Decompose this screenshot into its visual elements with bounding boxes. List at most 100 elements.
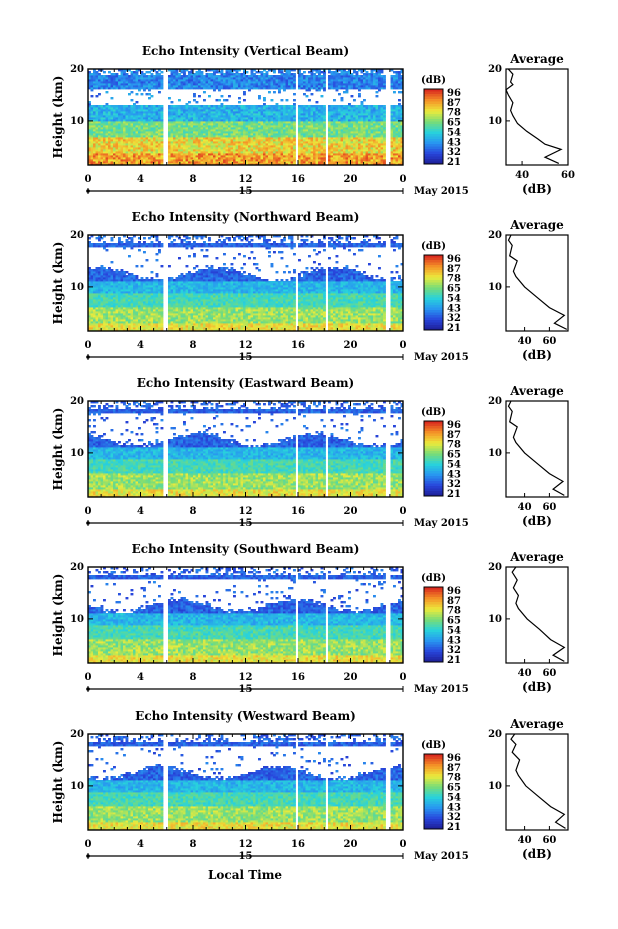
- colorbar-tick-label: 21: [447, 323, 461, 334]
- height-tick-label: 10: [70, 614, 84, 625]
- day-label: 15: [239, 186, 253, 197]
- time-tick-label: 0: [85, 506, 92, 517]
- time-tick-label: 12: [239, 340, 253, 351]
- time-tick-label: 0: [400, 340, 407, 351]
- colorbar-unit: (dB): [421, 75, 446, 86]
- average-frame: [505, 400, 569, 498]
- height-tick-label: 10: [70, 282, 84, 293]
- colorbar: [423, 753, 444, 830]
- colorbar-tick-label: 96: [447, 586, 461, 597]
- height-tick-label: 10: [70, 448, 84, 459]
- average-profile-line: [510, 733, 566, 829]
- colorbar-tick-label: 21: [447, 655, 461, 666]
- average-x-tick: 60: [542, 502, 556, 513]
- average-x-tick: 40: [515, 170, 529, 181]
- colorbar-tick-label: 54: [447, 625, 461, 636]
- height-axis-label: Height (km): [51, 76, 65, 159]
- average-x-label: (dB): [522, 514, 552, 528]
- month-label: May 2015: [414, 518, 469, 529]
- time-tick-label: 0: [400, 839, 407, 850]
- colorbar-tick-label: 87: [447, 763, 461, 774]
- average-x-tick: 40: [518, 668, 532, 679]
- colorbar-tick-label: 65: [447, 450, 461, 461]
- colorbar: [423, 586, 444, 663]
- colorbar-unit: (dB): [421, 241, 446, 252]
- time-tick-label: 0: [85, 839, 92, 850]
- average-height-tick: 20: [488, 396, 502, 407]
- day-label: 15: [239, 352, 253, 363]
- time-tick-label: 12: [239, 672, 253, 683]
- colorbar-tick-label: 87: [447, 98, 461, 109]
- heatmap-cells: [88, 567, 404, 664]
- time-tick-label: 4: [137, 340, 144, 351]
- height-axis-label: Height (km): [51, 741, 65, 824]
- time-tick-label: 16: [291, 672, 305, 683]
- average-height-tick: 20: [488, 729, 502, 740]
- time-tick-label: 4: [137, 174, 144, 185]
- colorbar-tick-label: 96: [447, 753, 461, 764]
- colorbar-tick-label: 87: [447, 264, 461, 275]
- average-x-label: (dB): [522, 680, 552, 694]
- average-x-tick: 60: [561, 170, 575, 181]
- time-tick-label: 20: [344, 839, 358, 850]
- time-tick-label: 8: [190, 506, 197, 517]
- average-title: Average: [509, 218, 564, 232]
- height-tick-label: 20: [70, 230, 84, 241]
- beam-panel: Echo Intensity (Northward Beam) Height (k…: [51, 210, 569, 363]
- colorbar-tick-label: 43: [447, 303, 461, 314]
- time-tick-label: 16: [291, 839, 305, 850]
- average-title: Average: [509, 550, 564, 564]
- colorbar-tick-label: 78: [447, 108, 461, 119]
- day-label: 15: [239, 518, 253, 529]
- average-x-tick: 40: [518, 502, 532, 513]
- time-tick-label: 8: [190, 340, 197, 351]
- average-height-tick: 20: [488, 562, 502, 573]
- average-title: Average: [509, 52, 564, 66]
- average-x-label: (dB): [522, 847, 552, 861]
- month-label: May 2015: [414, 186, 469, 197]
- height-axis-label: Height (km): [51, 242, 65, 325]
- colorbar-tick-label: 78: [447, 440, 461, 451]
- time-tick-label: 12: [239, 839, 253, 850]
- time-tick-label: 12: [239, 174, 253, 185]
- time-tick-label: 0: [400, 506, 407, 517]
- average-frame: [505, 68, 569, 166]
- panel-title: Echo Intensity (Southward Beam): [132, 542, 360, 556]
- colorbar-tick-label: 32: [447, 479, 461, 490]
- colorbar-tick-label: 54: [447, 127, 461, 138]
- time-tick-label: 16: [291, 340, 305, 351]
- panel-title: Echo Intensity (Northward Beam): [132, 210, 360, 224]
- colorbar: [423, 254, 444, 331]
- beam-panel: Echo Intensity (Eastward Beam) Height (km…: [51, 376, 569, 529]
- average-x-tick: 60: [542, 336, 556, 347]
- time-tick-label: 4: [137, 506, 144, 517]
- height-tick-label: 10: [70, 116, 84, 127]
- colorbar-tick-label: 43: [447, 137, 461, 148]
- colorbar-unit: (dB): [421, 407, 446, 418]
- colorbar-tick-label: 65: [447, 118, 461, 129]
- beam-panel: Echo Intensity (Vertical Beam) Height (km…: [51, 44, 575, 197]
- average-profile-line: [505, 68, 563, 164]
- height-tick-label: 20: [70, 562, 84, 573]
- average-height-tick: 10: [488, 448, 502, 459]
- height-tick-label: 10: [70, 781, 84, 792]
- colorbar-tick-label: 54: [447, 459, 461, 470]
- average-height-tick: 10: [488, 116, 502, 127]
- day-label: 15: [239, 851, 253, 862]
- local-time-axis-label: Local Time: [208, 868, 282, 882]
- average-x-tick: 60: [542, 668, 556, 679]
- average-frame: [505, 234, 569, 332]
- time-tick-label: 16: [291, 506, 305, 517]
- time-tick-label: 4: [137, 839, 144, 850]
- height-axis-label: Height (km): [51, 408, 65, 491]
- heatmap-cells: [88, 235, 404, 332]
- average-height-tick: 20: [488, 230, 502, 241]
- colorbar-tick-label: 43: [447, 802, 461, 813]
- average-height-tick: 10: [488, 781, 502, 792]
- colorbar-tick-label: 65: [447, 616, 461, 627]
- colorbar-tick-label: 43: [447, 469, 461, 480]
- colorbar-tick-label: 65: [447, 284, 461, 295]
- colorbar-tick-label: 32: [447, 812, 461, 823]
- time-tick-label: 20: [344, 340, 358, 351]
- colorbar-tick-label: 78: [447, 274, 461, 285]
